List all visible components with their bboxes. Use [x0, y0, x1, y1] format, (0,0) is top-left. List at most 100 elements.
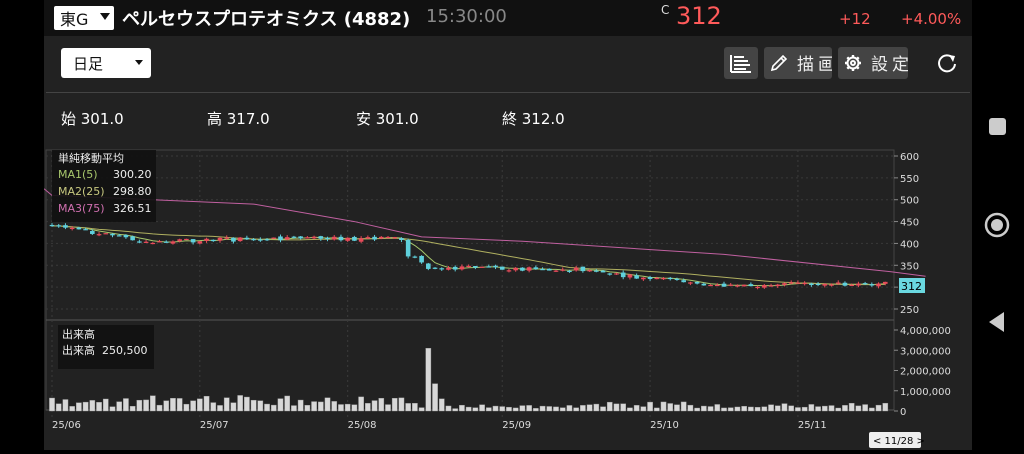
candle	[849, 284, 854, 287]
volume-bar	[445, 405, 452, 412]
volume-axis: 4,000,000 3,000,000 2,000,000 1,000,000 0	[894, 326, 951, 418]
volume-bar	[143, 399, 149, 412]
candle	[204, 238, 209, 242]
candle	[452, 266, 458, 270]
candle	[358, 238, 364, 242]
volume-bar	[539, 405, 546, 412]
candle	[526, 267, 532, 271]
volume-bar	[815, 406, 821, 412]
volume-bar	[76, 402, 82, 412]
quote-time: 15:30:00	[426, 6, 507, 27]
volume-bar	[486, 407, 492, 412]
volume-bar	[519, 405, 526, 412]
recent-apps-icon[interactable]	[989, 118, 1006, 135]
volume-tick-label: 4,000,000	[900, 326, 951, 337]
volume-bar	[647, 401, 653, 412]
volume-bar	[378, 398, 385, 412]
candle	[439, 268, 445, 270]
candle	[177, 239, 182, 242]
chart-style-button[interactable]	[724, 47, 758, 79]
volume-value: 250,500	[102, 344, 148, 357]
candle	[560, 269, 566, 271]
volume-bar	[559, 407, 566, 412]
candle	[802, 282, 807, 285]
candle	[721, 283, 727, 287]
candle	[157, 241, 162, 243]
period-select[interactable]: 日足	[61, 48, 151, 78]
volume-bar	[183, 403, 190, 412]
candle	[432, 267, 438, 269]
candle	[661, 278, 666, 280]
candle	[654, 277, 660, 280]
volume-bar	[788, 405, 794, 412]
volume-bar	[465, 406, 472, 412]
volume-bar	[801, 406, 808, 412]
ma3-label: MA3(75)	[58, 202, 105, 215]
candle	[459, 266, 465, 270]
volume-bar	[197, 398, 203, 412]
candle	[755, 286, 760, 289]
candle	[305, 237, 310, 239]
market-select[interactable]: 東G	[54, 6, 114, 30]
volume-bar	[774, 405, 781, 412]
volume-bar	[129, 406, 136, 412]
date-marker[interactable]: < 11/28 >	[869, 432, 925, 448]
volume-bar	[640, 406, 647, 412]
candle	[822, 283, 828, 286]
ma-legend-title: 単純移動平均	[58, 151, 124, 165]
volume-legend-title: 出来高	[62, 327, 95, 341]
candle	[815, 283, 821, 286]
candle	[217, 237, 223, 241]
volume-bar	[210, 402, 217, 412]
volume-bar	[277, 398, 284, 412]
home-icon[interactable]	[984, 212, 1010, 238]
draw-button[interactable]: 描画	[764, 47, 832, 79]
reload-icon[interactable]	[936, 52, 958, 74]
volume-bar	[69, 406, 75, 412]
moving-average-line	[44, 188, 926, 277]
candle	[869, 284, 875, 286]
volume-bar	[633, 405, 640, 412]
candle	[311, 236, 317, 239]
ma-legend: 単純移動平均 MA1(5) 300.20 MA2(25) 298.80 MA3(…	[52, 150, 156, 222]
volume-bar	[566, 405, 573, 412]
volume-bar	[869, 407, 875, 412]
candle	[795, 282, 801, 284]
volume-bar	[109, 406, 116, 412]
volume-bar	[606, 401, 613, 412]
candle	[493, 265, 498, 268]
volume-bar	[270, 404, 277, 412]
pencil-icon	[770, 54, 788, 72]
price-tag-label: 312	[901, 280, 922, 293]
volume-legend: 出来高 出来高 250,500	[58, 325, 154, 369]
volume-bar	[748, 406, 754, 412]
candle	[580, 266, 586, 272]
volume-bar	[89, 400, 96, 412]
price-chart[interactable]: 600550500450400350300250 4,000,0003,000,…	[44, 0, 972, 450]
candle	[856, 283, 861, 286]
candle	[170, 241, 176, 244]
current-price: 312	[676, 2, 722, 30]
settings-button[interactable]: 設定	[838, 47, 908, 79]
volume-bar	[660, 401, 667, 412]
candle	[130, 236, 135, 241]
volume-bar	[667, 403, 674, 412]
candle	[237, 237, 243, 242]
date-marker-label: < 11/28 >	[873, 436, 925, 447]
candle	[446, 267, 451, 270]
back-icon[interactable]	[989, 312, 1004, 332]
ohlc-high: 高 317.0	[207, 110, 270, 128]
date-axis: 25/06 25/07 25/08 25/09 25/10 25/11	[52, 420, 827, 431]
volume-bar	[217, 405, 223, 412]
volume-tick-label: 3,000,000	[900, 346, 951, 357]
candle	[419, 255, 424, 263]
candle	[708, 284, 713, 287]
volume-bar	[795, 407, 801, 412]
volume-bar	[358, 396, 364, 412]
volume-bar	[472, 407, 479, 412]
ma1-value: 300.20	[113, 168, 152, 181]
volume-bar	[620, 403, 626, 412]
price-tag: 312	[899, 278, 925, 293]
volume-bar	[244, 396, 250, 412]
moving-average-lines	[44, 188, 926, 287]
